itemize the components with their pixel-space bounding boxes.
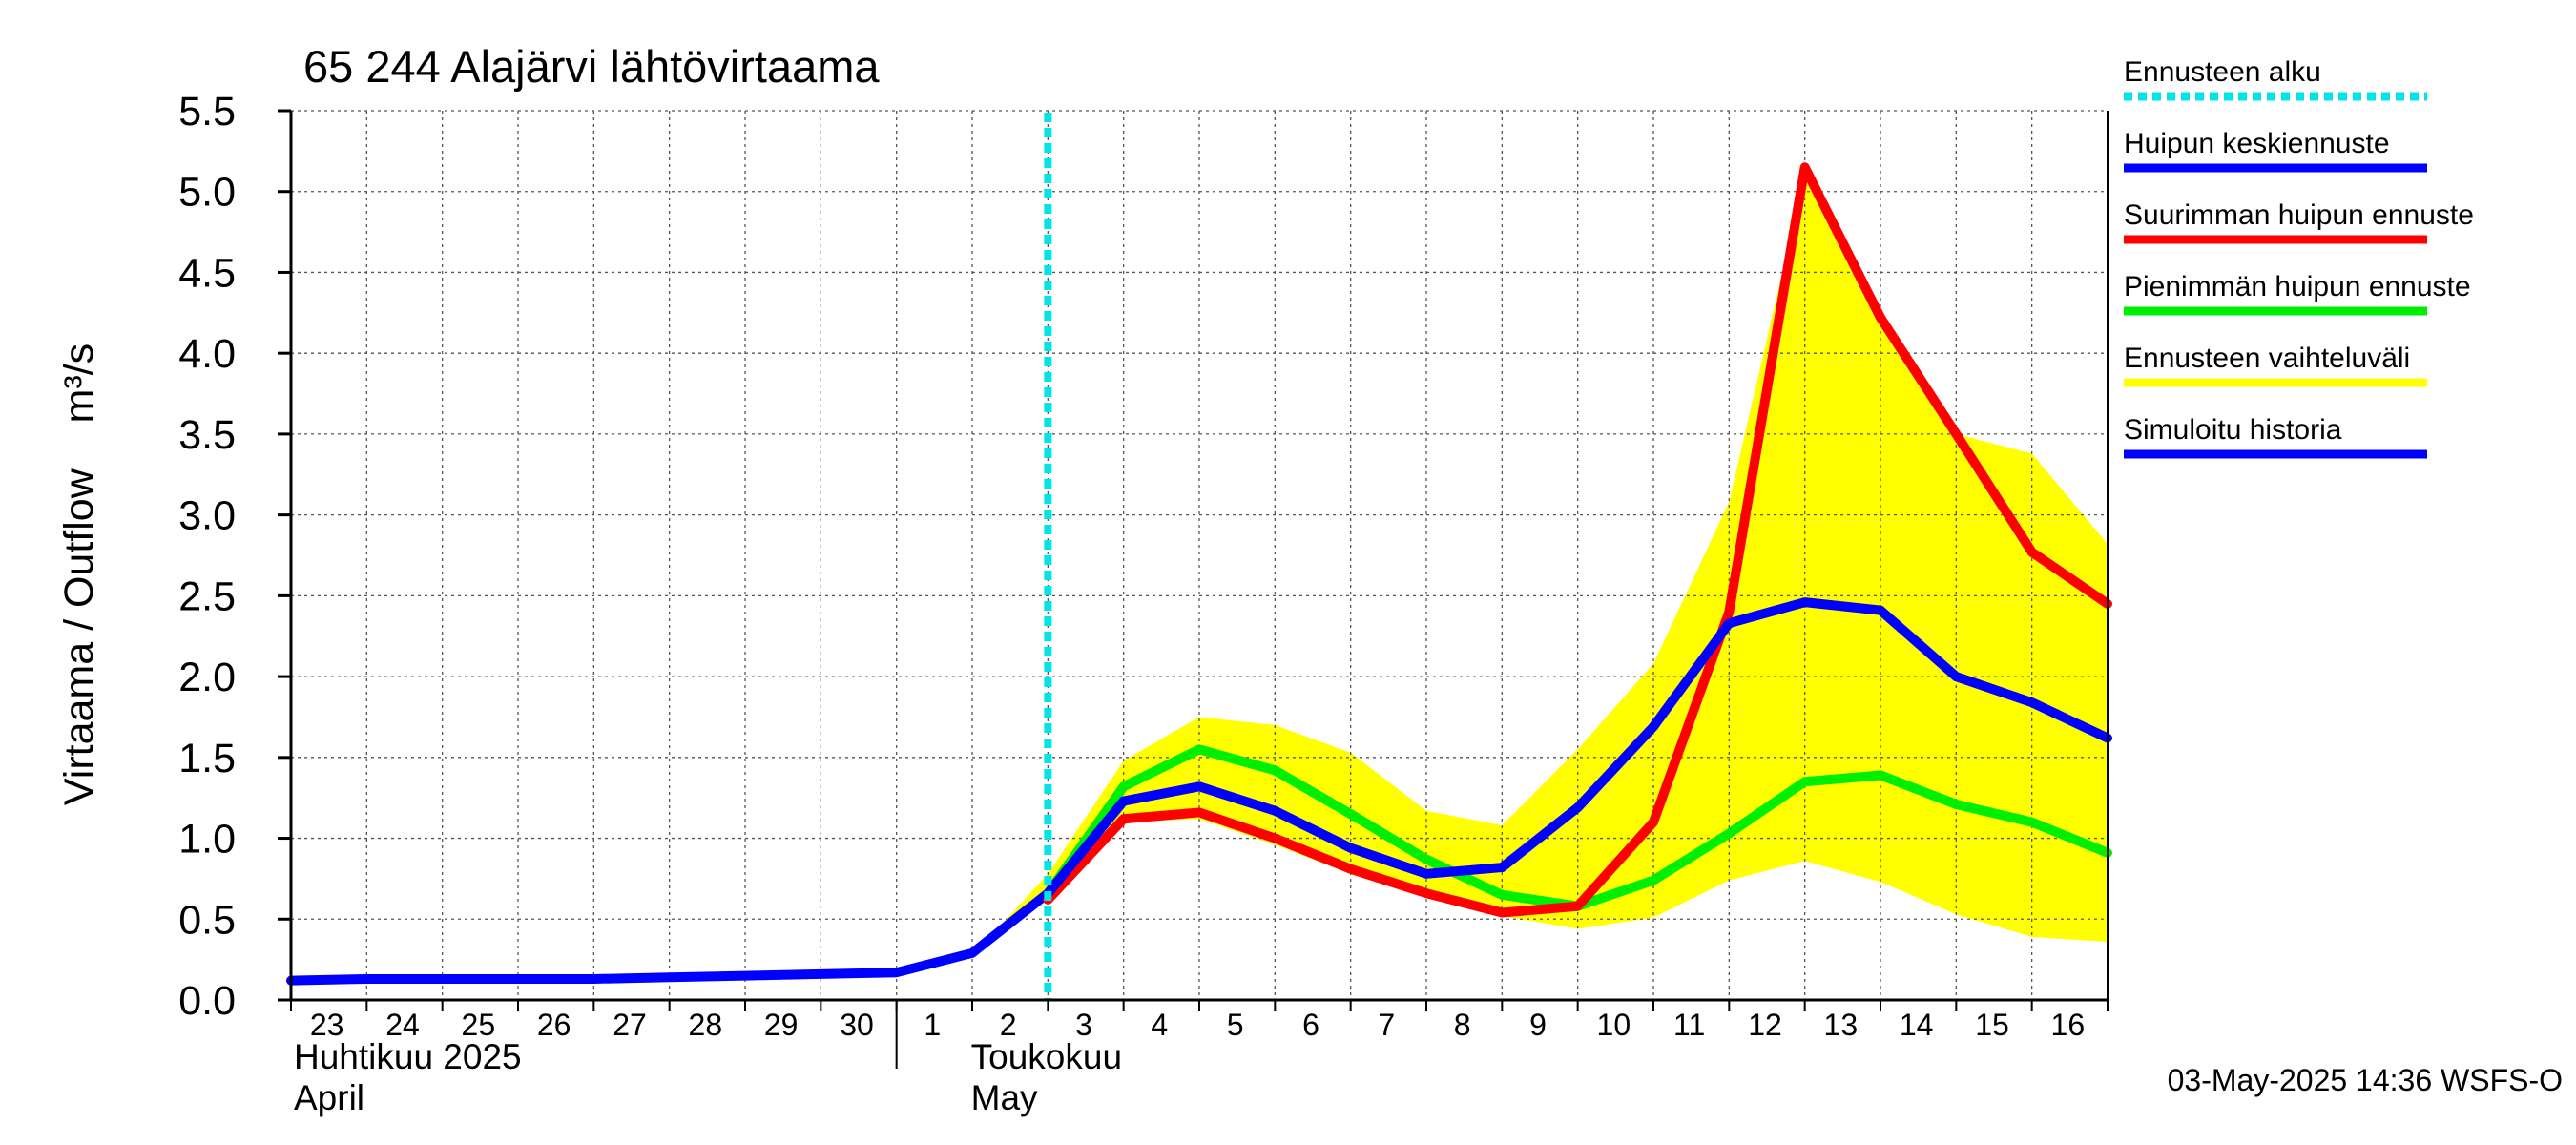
x-tick-label: 2 [1000, 1008, 1017, 1042]
x-tick-label: 29 [764, 1008, 799, 1042]
x-tick-label: 7 [1378, 1008, 1395, 1042]
x-tick-label: 8 [1454, 1008, 1471, 1042]
y-tick-label: 1.5 [178, 736, 236, 781]
x-tick-label: 27 [613, 1008, 647, 1042]
x-tick-label: 9 [1529, 1008, 1547, 1042]
x-tick-label: 12 [1748, 1008, 1782, 1042]
legend-label: Huipun keskiennuste [2124, 128, 2390, 159]
x-tick-label: 14 [1900, 1008, 1934, 1042]
legend-label: Ennusteen vaihteluväli [2124, 343, 2410, 374]
x-tick-label: 4 [1151, 1008, 1168, 1042]
y-tick-label: 5.5 [178, 89, 236, 135]
y-tick-label: 0.0 [178, 978, 236, 1024]
month-label-fi: Toukokuu [971, 1037, 1122, 1076]
y-tick-label: 2.0 [178, 655, 236, 700]
x-tick-label: 5 [1227, 1008, 1244, 1042]
series-line [1043, 597, 2112, 899]
series-line [286, 888, 1053, 986]
x-tick-label: 26 [537, 1008, 571, 1042]
x-tick-label: 30 [840, 1008, 874, 1042]
month-label-en: April [294, 1078, 364, 1117]
y-tick-label: 3.5 [178, 412, 236, 458]
x-tick-label: 15 [1975, 1008, 2009, 1042]
legend-label: Pienimmän huipun ennuste [2124, 271, 2471, 302]
y-axis-label: Virtaama / Outflow m³/s [56, 344, 102, 805]
x-tick-label: 28 [689, 1008, 723, 1042]
x-tick-label: 13 [1824, 1008, 1859, 1042]
x-tick-label: 24 [385, 1008, 420, 1042]
y-tick-label: 5.0 [178, 170, 236, 216]
series-line [1043, 162, 2112, 918]
x-tick-label: 11 [1673, 1008, 1705, 1042]
x-tick-label: 25 [462, 1008, 496, 1042]
month-label-fi: Huhtikuu 2025 [294, 1037, 522, 1076]
legend-label: Ennusteen alku [2124, 56, 2321, 88]
x-tick-label: 16 [2051, 1008, 2086, 1042]
month-label-en: May [971, 1078, 1038, 1117]
x-tick-label: 1 [924, 1008, 941, 1042]
chart-title: 65 244 Alajärvi lähtövirtaama [303, 41, 880, 92]
x-tick-label: 6 [1302, 1008, 1319, 1042]
x-tick-label: 10 [1597, 1008, 1631, 1042]
timestamp-footer: 03-May-2025 14:36 WSFS-O [2168, 1063, 2563, 1097]
y-tick-label: 3.0 [178, 493, 236, 539]
x-tick-label: 23 [310, 1008, 344, 1042]
y-tick-label: 0.5 [178, 897, 236, 943]
y-tick-label: 4.0 [178, 331, 236, 377]
legend-label: Simuloitu historia [2124, 414, 2342, 446]
y-tick-label: 1.0 [178, 817, 236, 863]
y-tick-label: 4.5 [178, 250, 236, 296]
legend-label: Suurimman huipun ennuste [2124, 199, 2474, 231]
y-tick-label: 2.5 [178, 573, 236, 619]
x-tick-label: 3 [1075, 1008, 1092, 1042]
